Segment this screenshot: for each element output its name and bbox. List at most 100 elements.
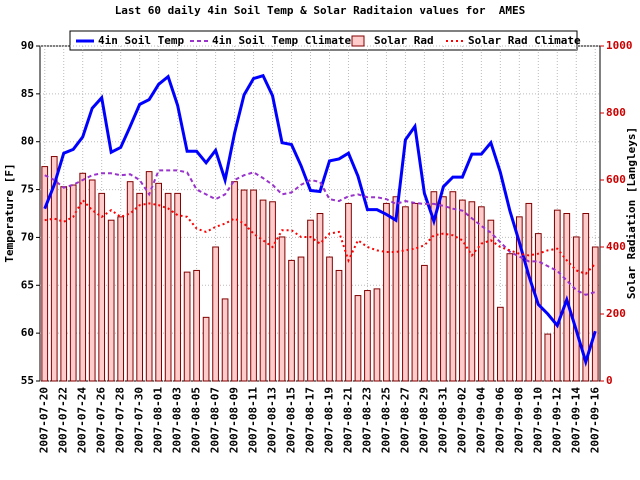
y-tick-label: 85: [21, 87, 34, 100]
bar: [212, 246, 219, 382]
x-tick-label: 2007-09-02: [455, 387, 468, 453]
bar: [164, 192, 172, 382]
x-tick-label: 2007-09-04: [474, 387, 487, 454]
bar: [591, 246, 599, 382]
y-tick-label: 65: [21, 278, 34, 291]
bar: [145, 171, 153, 382]
bar: [88, 179, 96, 382]
bar: [364, 290, 371, 382]
y-tick-label: 75: [21, 183, 34, 196]
bar: [98, 192, 106, 382]
x-tick-label: 2007-09-08: [512, 387, 525, 453]
bar: [107, 219, 115, 382]
x-tick-label: 2007-08-31: [436, 387, 449, 454]
y-tick-label: 70: [21, 230, 34, 243]
x-tick-label: 2007-09-12: [550, 387, 563, 453]
y2-tick-label: 200: [606, 307, 626, 320]
bar: [496, 306, 504, 382]
legend-label: 4in Soil Temp Climate: [212, 34, 351, 47]
bar: [468, 201, 476, 382]
y-axis-label: Temperature [F]: [3, 163, 16, 262]
legend-label: 4in Soil Temp: [98, 34, 184, 47]
bar: [345, 202, 352, 382]
x-tick-label: 2007-09-16: [588, 387, 601, 454]
x-tick-label: 2007-08-17: [304, 387, 317, 453]
bar: [297, 256, 305, 382]
bar: [316, 213, 324, 382]
bar: [487, 219, 495, 382]
bar: [525, 202, 533, 382]
x-tick-label: 2007-07-22: [57, 387, 70, 453]
x-tick-label: 2007-09-06: [493, 387, 506, 454]
y2-tick-label: 1000: [606, 39, 633, 52]
bar: [478, 206, 485, 382]
y-tick-label: 55: [21, 374, 34, 387]
x-tick-label: 2007-08-21: [341, 387, 354, 454]
x-tick-label: 2007-08-11: [247, 387, 260, 454]
bar: [250, 189, 257, 382]
x-tick-label: 2007-09-10: [531, 387, 544, 453]
legend-label: Solar Rad: [374, 34, 434, 47]
x-tick-label: 2007-07-24: [76, 387, 89, 454]
legend-swatch: [351, 35, 365, 47]
bar: [553, 209, 561, 382]
bar: [193, 269, 200, 382]
y-tick-label: 80: [21, 135, 34, 148]
bar: [440, 196, 447, 382]
bar: [269, 201, 276, 382]
bar: [183, 271, 191, 382]
x-tick-label: 2007-08-09: [228, 387, 241, 453]
bar: [231, 181, 238, 382]
bar: [41, 166, 49, 382]
bar: [506, 253, 514, 382]
bar: [515, 216, 523, 382]
x-tick-label: 2007-08-25: [379, 387, 392, 453]
x-tick-label: 2007-08-13: [266, 387, 279, 453]
bar: [278, 236, 286, 382]
x-tick-label: 2007-09-14: [569, 387, 582, 454]
bar: [259, 199, 267, 382]
bar: [402, 206, 409, 382]
chart-title: Last 60 daily 4in Soil Temp & Solar Radi…: [115, 4, 526, 17]
bar: [335, 269, 343, 382]
bar: [288, 259, 295, 382]
x-tick-label: 2007-08-07: [209, 387, 222, 453]
x-tick-label: 2007-08-05: [190, 387, 203, 453]
x-tick-label: 2007-07-30: [133, 387, 146, 453]
x-tick-label: 2007-08-15: [285, 387, 298, 453]
y-tick-label: 60: [21, 326, 34, 339]
x-tick-label: 2007-08-29: [417, 387, 430, 453]
x-tick-label: 2007-08-23: [360, 387, 373, 453]
bar: [430, 191, 438, 382]
bar: [155, 182, 162, 382]
legend-label: Solar Rad Climate: [468, 34, 581, 47]
x-tick-label: 2007-08-27: [398, 387, 411, 453]
x-tick-label: 2007-07-20: [38, 387, 51, 453]
bar: [449, 191, 457, 382]
bar: [392, 196, 400, 382]
bar: [421, 264, 428, 382]
y2-tick-label: 400: [606, 240, 626, 253]
bar: [69, 184, 77, 382]
bar: [240, 189, 248, 382]
bar: [459, 199, 466, 382]
bar: [544, 333, 552, 382]
bar: [117, 216, 125, 382]
bar: [383, 202, 390, 382]
line-series: [43, 73, 597, 367]
y2-tick-label: 600: [606, 173, 626, 186]
x-tick-label: 2007-07-26: [95, 387, 108, 454]
y2-tick-label: 800: [606, 106, 626, 119]
bar: [572, 236, 580, 382]
bar: [174, 192, 181, 382]
x-tick-label: 2007-07-28: [114, 387, 127, 453]
x-tick-label: 2007-08-01: [152, 387, 165, 454]
bar: [326, 256, 333, 382]
bar: [79, 172, 87, 382]
bar: [307, 219, 314, 382]
y2-axis-label: Solar Radiation [Langleys]: [625, 127, 638, 299]
y2-tick-label: 0: [606, 374, 613, 387]
legend-box: [69, 30, 578, 51]
bar: [354, 295, 362, 382]
